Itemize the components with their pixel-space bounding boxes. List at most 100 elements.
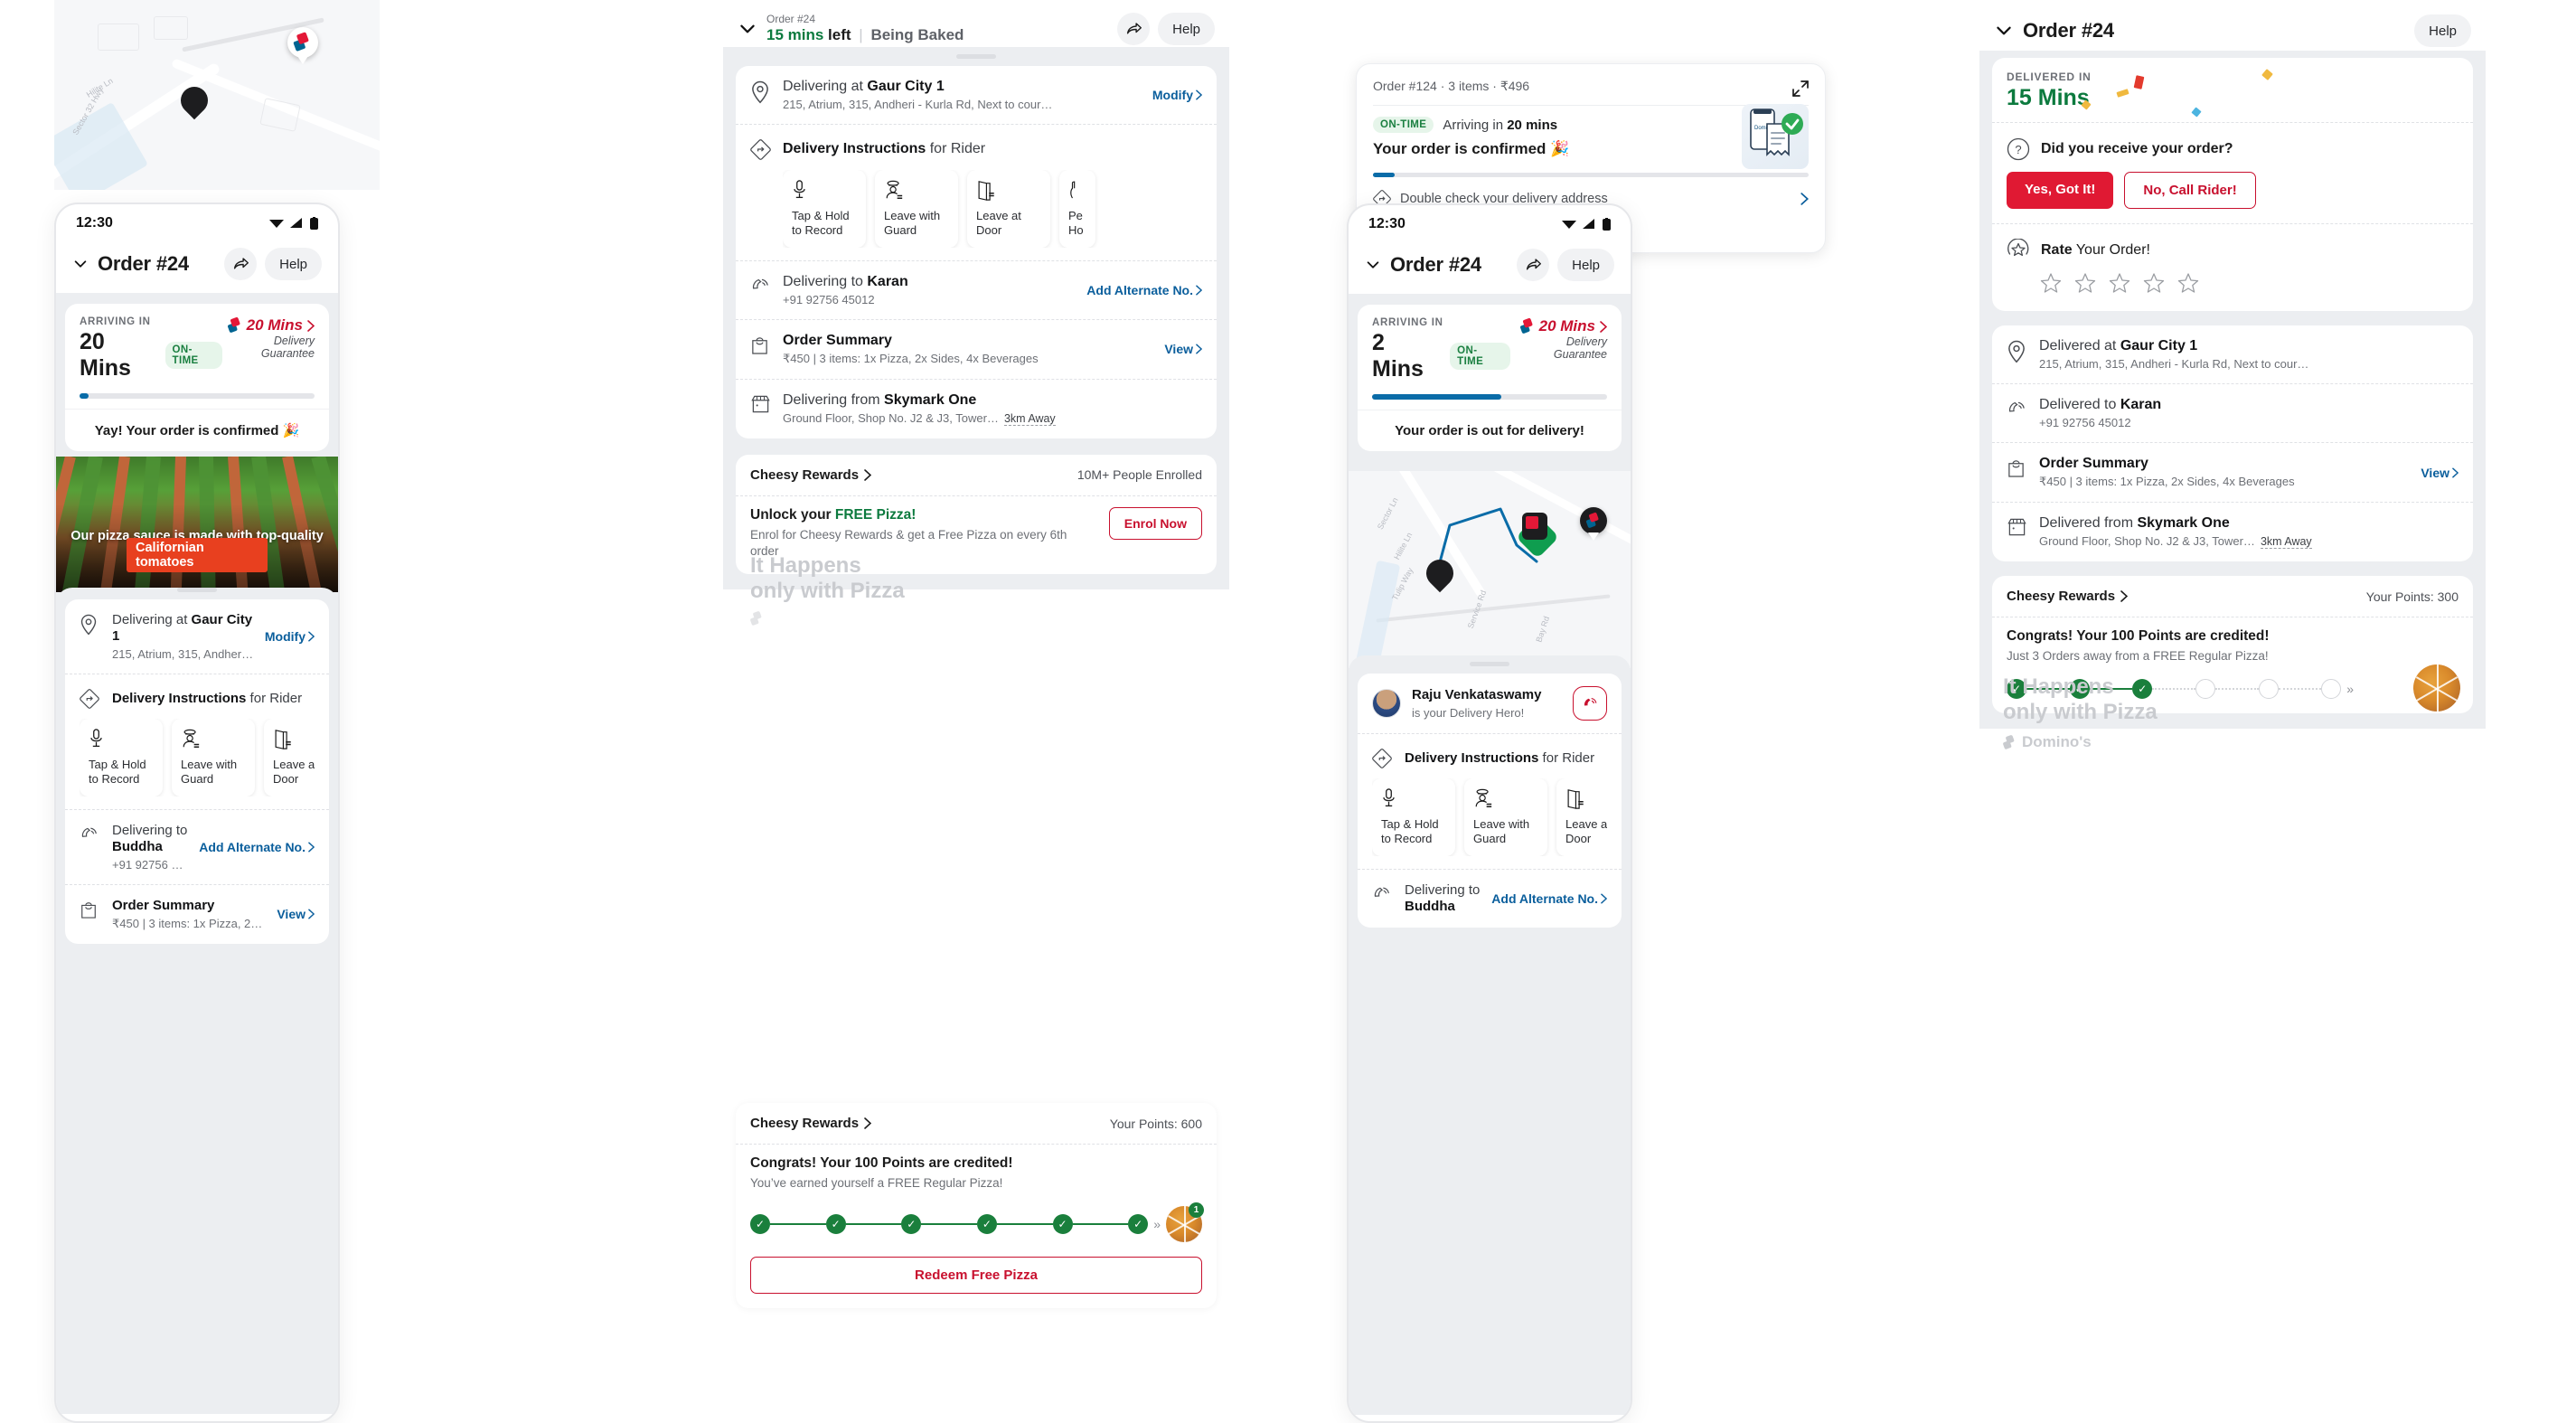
map-block [259,98,301,132]
microphone-icon [792,180,857,203]
promo-banner[interactable]: Our pizza sauce is made with top-quality… [56,457,338,592]
rider-subtitle: is your Delivery Hero! [1412,706,1525,720]
star-icon[interactable] [2176,271,2200,295]
live-tracking-map[interactable]: Sector Ln Hilite Ln Tulip Way Service Rd… [1349,471,1631,668]
map-location-marker[interactable] [174,80,214,121]
delivering-to-row[interactable]: Delivering to Buddha Add Alternate No. [1358,868,1622,928]
redeem-free-pizza-button[interactable]: Redeem Free Pizza [750,1257,1202,1295]
guard-icon [1473,788,1538,812]
view-order-button[interactable]: View [2421,456,2458,489]
arriving-value-row: 20 Mins ON-TIME [80,329,223,382]
chevron-down-icon[interactable] [1365,257,1381,273]
chevron-right-icon [1600,320,1607,333]
delivering-to-row[interactable]: Delivering to Karan +91 92756 45012 Add … [736,259,1217,319]
chip-leave-at-door[interactable]: Leave at Door [967,170,1050,248]
rate-order-row: Rate Your Order! [1992,223,2473,262]
order-summary-row[interactable]: Order Summary ₹450 | 3 items: 1x Pizza, … [65,883,329,944]
share-button[interactable] [1117,13,1151,45]
order-stage: Being Baked [870,25,964,43]
share-button[interactable] [1517,249,1550,281]
chip-tap-and-hold-to-record[interactable]: Tap & Hold to Record [783,170,866,248]
share-button[interactable] [224,248,258,280]
delivering-from-row[interactable]: Delivering from Skymark One Ground Floor… [736,378,1217,438]
map-block [98,24,139,51]
sheet-grabber[interactable] [1470,662,1509,666]
add-alternate-number-button[interactable]: Add Alternate No. [1491,882,1607,915]
star-icon[interactable] [2073,271,2097,295]
enrol-now-button[interactable]: Enrol Now [1108,506,1202,540]
chip-tap-and-hold-to-record[interactable]: Tap & Hold to Record [1372,778,1455,856]
chip-leave-with-guard[interactable]: Leave with Guard [1464,778,1547,856]
chevron-right-icon [1196,344,1202,354]
chip-leave-at-door[interactable]: Leave at Door [1556,778,1607,856]
instruction-chip-list[interactable]: Tap & Hold to Record Leave with Guard Le… [1372,778,1607,856]
view-order-button[interactable]: View [277,898,315,931]
status-icons [269,217,318,230]
order-summary-line: ₹450 | 3 items: 1x Pizza, 2x Sides, 4x B… [112,916,266,930]
recipient-title: Delivered to Karan [2039,397,2162,412]
chevron-down-icon[interactable] [1994,21,2014,41]
instruction-chip-list[interactable]: Tap & Hold to Record Leave with Guard Le… [783,170,1202,248]
no-call-rider-button[interactable]: No, Call Rider! [2124,172,2256,209]
pizza-count-badge: 1 [1189,1202,1204,1219]
rewards-header[interactable]: Cheesy Rewards Your Points: 600 [736,1103,1217,1144]
store-pin-icon[interactable] [1580,507,1607,534]
chip-leave-with-guard[interactable]: Leave with Guard [172,719,255,796]
help-button[interactable]: Help [2414,14,2471,47]
rewards-header[interactable]: Cheesy Rewards 10M+ People Enrolled [736,455,1217,495]
modify-address-button[interactable]: Modify [265,612,315,661]
store-pin-icon[interactable] [287,27,318,58]
order-summary-row[interactable]: Order Summary ₹450 | 3 items: 1x Pizza, … [1992,442,2473,502]
delivery-address-row[interactable]: Delivering at Gaur City 1 215, Atrium, 3… [736,66,1217,124]
help-button[interactable]: Help [265,248,322,280]
chip-leave-at-door[interactable]: Leave at Door [264,719,315,796]
view-order-button[interactable]: View [1164,333,1202,366]
rating-stars[interactable] [1992,262,2473,311]
destination-marker[interactable] [1420,553,1460,594]
delivered-card: DELIVERED IN 15 Mins ? Did you receive y… [1992,58,2473,311]
rewards-header[interactable]: Cheesy Rewards Your Points: 300 [1992,576,2473,617]
battery-icon [1603,218,1611,231]
dominos-logo-icon [291,31,315,54]
battery-icon [310,217,318,230]
order-summary-row[interactable]: Order Summary ₹450 | 3 items: 1x Pizza, … [736,318,1217,379]
delivered-from-row[interactable]: Delivered from Skymark One Ground Floor,… [1992,502,2473,561]
delivering-to-row[interactable]: Delivering to Buddha +91 92756 45012 Add… [65,808,329,884]
chevron-right-icon [1800,193,1809,205]
help-button[interactable]: Help [1557,249,1614,281]
delivery-address-title: Delivering at Gaur City 1 [783,79,945,94]
chevron-down-icon[interactable] [738,19,757,39]
location-pin-icon [80,612,101,661]
star-icon[interactable] [2142,271,2166,295]
sheet-grabber[interactable] [956,54,996,59]
help-button[interactable]: Help [1158,13,1215,45]
chip-label: Pe Ho [1068,209,1084,238]
expand-icon[interactable] [1791,79,1810,99]
instruction-chip-list[interactable]: Tap & Hold to Record Leave with Guard Le… [80,719,315,796]
delivery-guarantee[interactable]: 20 Mins Delivery Guarantee [1510,317,1607,361]
call-rider-button[interactable] [1573,686,1607,721]
modify-address-button[interactable]: Modify [1152,79,1202,111]
sheet-grabber[interactable] [177,588,217,592]
chevron-down-icon[interactable] [72,256,89,272]
panel4-screen: DELIVERED IN 15 Mins ? Did you receive y… [1979,51,2486,750]
chip-leave-with-guard[interactable]: Leave with Guard [875,170,958,248]
delivery-address-row[interactable]: Delivering at Gaur City 1 215, Atrium, 3… [65,599,329,674]
chip-tap-and-hold-to-record[interactable]: Tap & Hold to Record [80,719,163,796]
rider-name: Raju Venkataswamy [1412,687,1542,702]
add-alternate-number-button[interactable]: Add Alternate No. [199,823,315,872]
delivered-address-row[interactable]: Delivered at Gaur City 1 215, Atrium, 31… [1992,325,2473,383]
delivery-guarantee[interactable]: 20 Mins Delivery Guarantee [222,316,315,360]
star-icon[interactable] [2039,271,2063,295]
chip-personal-handover[interactable]: Pe Ho [1059,170,1095,248]
map-background-top-left[interactable]: Hilite Ln Sector 32 Hwy [54,0,380,190]
delivered-to-row[interactable]: Delivered to Karan +91 92756 45012 [1992,383,2473,442]
add-alternate-number-button[interactable]: Add Alternate No. [1086,274,1202,306]
yes-got-it-button[interactable]: Yes, Got It! [2007,172,2114,209]
door-icon [273,729,315,752]
rider-flag-icon [1526,516,1538,529]
cheesy-rewards-points-card: Cheesy Rewards Your Points: 600 Congrats… [736,1103,1217,1309]
dominos-logo-icon [1518,317,1537,336]
star-icon[interactable] [2108,271,2131,295]
